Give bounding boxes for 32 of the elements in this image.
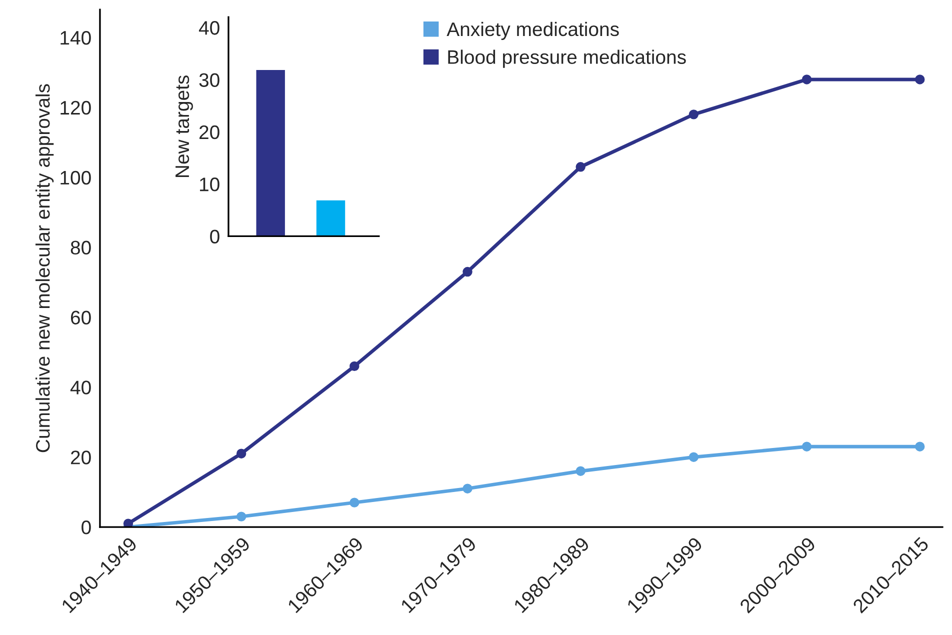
y-tick-label: 120 bbox=[60, 100, 91, 115]
y-tick-label: 140 bbox=[60, 30, 91, 45]
y-tick-label: 20 bbox=[200, 125, 220, 140]
point bbox=[236, 448, 246, 458]
point bbox=[802, 442, 812, 452]
y-tick-label: 0 bbox=[82, 520, 91, 534]
y-axis-title: New targets bbox=[176, 76, 193, 177]
y-tick-label: 20 bbox=[70, 450, 91, 464]
point bbox=[915, 442, 925, 452]
y-tick-label: 80 bbox=[70, 240, 91, 255]
point bbox=[462, 266, 472, 277]
point bbox=[236, 512, 246, 522]
legend-label: Blood pressure medications bbox=[448, 50, 686, 68]
point bbox=[688, 452, 699, 462]
y-tick-label: 100 bbox=[60, 170, 91, 185]
y-tick-label: 30 bbox=[199, 73, 220, 87]
point bbox=[688, 110, 699, 120]
point bbox=[576, 466, 586, 476]
point bbox=[915, 74, 925, 84]
y-tick-label: 40 bbox=[70, 380, 91, 394]
y-tick-label: 0 bbox=[210, 230, 220, 244]
y-tick-label: 40 bbox=[198, 21, 220, 35]
y-axis-title: Cumulative new molecular entity approvals bbox=[36, 84, 54, 452]
point bbox=[123, 518, 134, 528]
point bbox=[576, 162, 586, 172]
y-tick-label: 10 bbox=[200, 178, 220, 192]
y-tick-label: 60 bbox=[70, 310, 91, 324]
point bbox=[350, 498, 360, 508]
point bbox=[462, 484, 472, 494]
point bbox=[802, 74, 812, 84]
point bbox=[350, 361, 360, 372]
legend-label: Anxiety medications bbox=[446, 22, 619, 40]
